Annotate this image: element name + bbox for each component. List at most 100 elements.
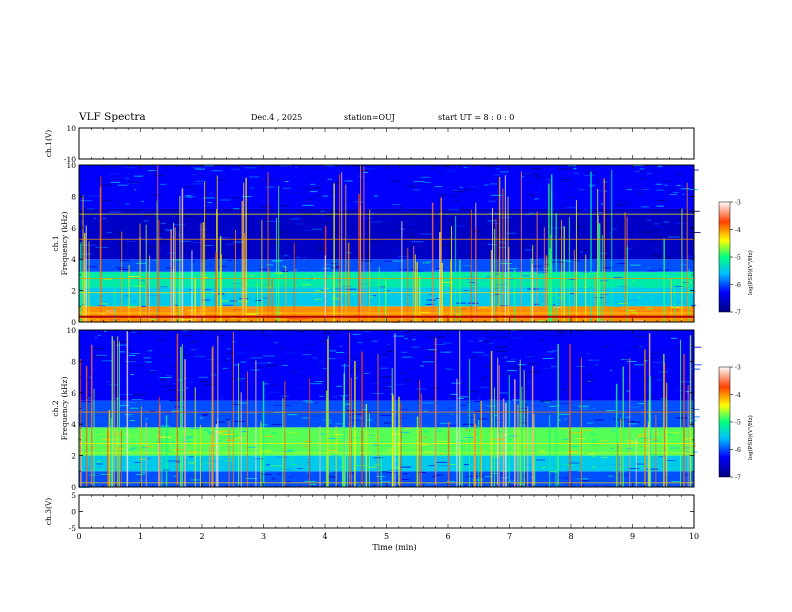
ch2-spectrogram-speckle: [472, 351, 484, 353]
ch2-spectrogram-speckle: [657, 379, 661, 381]
ch1-spectrogram-sferic: [341, 172, 343, 322]
ch1-spectrogram-speckle: [107, 310, 117, 312]
ch1-spectrogram-speckle: [140, 311, 143, 313]
page-title: VLF Spectra: [79, 111, 146, 123]
ch2-spectrogram-speckle: [241, 431, 247, 433]
ch1-spectrogram-speckle: [505, 232, 517, 234]
ch2-spectrogram-speckle: [672, 467, 677, 469]
ch2-spectrogram-speckle: [165, 375, 173, 377]
ch1-spectrogram-speckle: [333, 297, 339, 299]
ch2-spectrogram-speckle: [380, 367, 389, 369]
ch2-spectrogram-speckle: [442, 342, 452, 344]
ch2-spectrogram-speckle: [250, 357, 263, 359]
ch1-spectrogram-speckle: [534, 225, 544, 227]
ch1-spectrogram-speckle: [474, 288, 481, 290]
ch1-spectrogram-speckle: [133, 225, 140, 227]
ch1-spectrogram-speckle: [126, 188, 134, 190]
ch2-spectrogram-speckle: [510, 337, 523, 339]
ch1-spectrogram-speckle: [233, 241, 245, 243]
ch1-spectrogram-speckle: [257, 225, 260, 227]
ch1-spectrogram-speckle: [195, 168, 206, 170]
ch2-spectrogram-speckle: [385, 463, 393, 465]
ch2-spectrogram-sferic: [260, 421, 262, 487]
ch2-spectrogram-speckle: [120, 456, 124, 458]
x-tick-label: 9: [630, 532, 635, 541]
ch2-spectrogram-speckle: [399, 466, 412, 468]
ch1-spectrogram-speckle: [332, 298, 340, 300]
ch2-spectrogram-speckle: [262, 355, 275, 357]
ch2-spectrogram-speckle: [600, 456, 609, 458]
ch1-spectrogram-speckle: [520, 244, 525, 246]
ch2-spectrogram-speckle: [590, 441, 596, 443]
ch2-spectrogram-speckle: [685, 447, 692, 449]
ch1-spectrogram-speckle: [284, 254, 288, 256]
ch1-spectrogram-speckle: [190, 318, 196, 320]
ch1-spectrogram-speckle: [432, 245, 441, 247]
ch2-spectrogram-speckle: [133, 464, 140, 466]
ch1-spectrogram-speckle: [509, 318, 516, 320]
ch2-spectrogram-sferic: [663, 364, 665, 487]
ch2-spectrogram-speckle: [304, 440, 312, 442]
ch2-spectrogram-speckle: [625, 416, 632, 418]
ch2-spectrogram-sferic: [523, 370, 525, 487]
ch1-spectrogram-speckle: [654, 235, 660, 237]
ch2-spectrogram-speckle: [428, 356, 432, 358]
ch2-spectrogram-speckle: [482, 354, 490, 356]
ch2-spectrogram-speckle: [587, 422, 593, 424]
ch1-spectrogram-speckle: [589, 256, 597, 258]
ch1-spectrogram-sferic: [268, 268, 270, 322]
ch2-spectrogram-speckle: [151, 371, 155, 373]
ch1-spectrogram-speckle: [109, 245, 113, 247]
ch1-spectrogram-speckle: [617, 285, 629, 287]
ch1-spectrogram-speckle: [247, 307, 259, 309]
ch2-spectrogram-speckle: [317, 345, 328, 347]
ch1-spectrogram-speckle: [160, 286, 168, 288]
ch2-spectrogram-speckle: [144, 393, 148, 395]
ch1-spectrogram-speckle: [302, 301, 312, 303]
ch2-spectrogram-speckle: [389, 394, 392, 396]
ch1-spectrogram-speckle: [282, 187, 292, 189]
ch1-spectrogram-speckle: [525, 280, 531, 282]
ch1-spectrogram-speckle: [137, 237, 149, 239]
ch1-spectrogram-speckle: [645, 306, 653, 308]
ch1-spectrogram-speckle: [490, 222, 500, 224]
ch2-spectrogram-sferic: [498, 365, 500, 487]
ch2-spectrogram-speckle: [346, 410, 356, 412]
ch2-spectrogram-speckle: [429, 398, 436, 400]
x-tick-label: 10: [689, 532, 699, 541]
ch1-spectrogram-speckle: [254, 186, 258, 188]
ch2-spectrogram-speckle: [188, 368, 200, 370]
ch2-spectrogram-speckle: [557, 331, 567, 333]
ch1-spectrogram-speckle: [646, 219, 652, 221]
ch2-spectrogram-speckle: [167, 460, 179, 462]
ch1-spectrogram-speckle: [598, 211, 603, 213]
ch2-spectrogram-speckle: [511, 358, 517, 360]
ch2-spectrogram-speckle: [436, 440, 448, 442]
ch2-spectrogram-speckle: [576, 365, 586, 367]
ch1-spectrogram-speckle: [584, 249, 593, 251]
ch1-spectrogram-sferic: [502, 188, 504, 322]
ch2-spectrogram-speckle: [498, 355, 507, 357]
ch1-spectrogram-speckle: [427, 242, 433, 244]
ch1-spectrogram-sferic: [256, 281, 258, 322]
ch1-spectrogram-speckle: [307, 199, 313, 201]
ch1-spectrogram-speckle: [119, 260, 130, 262]
ch2-spectrogram-speckle: [477, 418, 487, 420]
ch2-spectrogram-speckle: [319, 395, 324, 397]
ch1-spectrogram-heatmap: [79, 165, 701, 323]
ch1-spectrogram-speckle: [443, 288, 446, 290]
ch2-spectrogram-speckle: [450, 393, 458, 395]
ch2-spectrogram-speckle: [130, 374, 135, 376]
ch2-spectrogram-speckle: [625, 409, 637, 411]
ch2-spectrogram-speckle: [190, 381, 194, 383]
ch1-spectrogram-speckle: [573, 190, 582, 192]
ch2-spectrogram-speckle: [282, 364, 289, 366]
ch2-spectrogram-speckle: [562, 438, 569, 440]
ch2-spectrogram-speckle: [477, 337, 486, 339]
ch1-spectrogram-speckle: [149, 194, 162, 196]
ch1-spectrogram-speckle: [630, 264, 641, 266]
ch1-spectrogram-speckle: [566, 197, 577, 199]
ch1-spectrogram-speckle: [79, 244, 89, 246]
ch1-spectrogram-speckle: [308, 207, 312, 209]
ch2-spectrogram-speckle: [446, 480, 455, 482]
